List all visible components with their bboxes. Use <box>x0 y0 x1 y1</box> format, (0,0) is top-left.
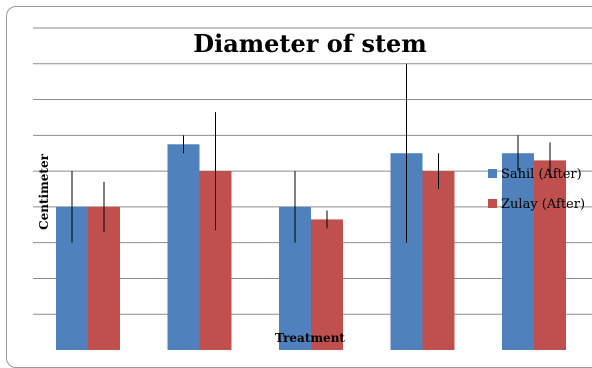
legend-label-sahil: Sahil (After) <box>501 167 582 182</box>
legend-label-zulay: Zulay (After) <box>501 197 585 212</box>
chart-svg: Diameter of stem Centimeter Treatment Sa… <box>33 27 592 350</box>
bar-zulay-3 <box>311 219 343 350</box>
legend-swatch-sahil <box>488 169 497 178</box>
bar-zulay-4 <box>422 171 455 350</box>
chart-title: Diameter of stem <box>193 29 426 58</box>
x-axis-label: Treatment <box>275 331 345 345</box>
bar-sahil-5 <box>502 153 534 350</box>
y-axis-label: Centimeter <box>37 153 51 230</box>
legend-swatch-zulay <box>488 199 497 208</box>
bar-sahil-2 <box>167 144 200 350</box>
bars <box>56 144 566 350</box>
bar-zulay-5 <box>534 160 566 350</box>
legend: Sahil (After) Zulay (After) <box>488 167 585 212</box>
error-bars <box>71 63 551 243</box>
